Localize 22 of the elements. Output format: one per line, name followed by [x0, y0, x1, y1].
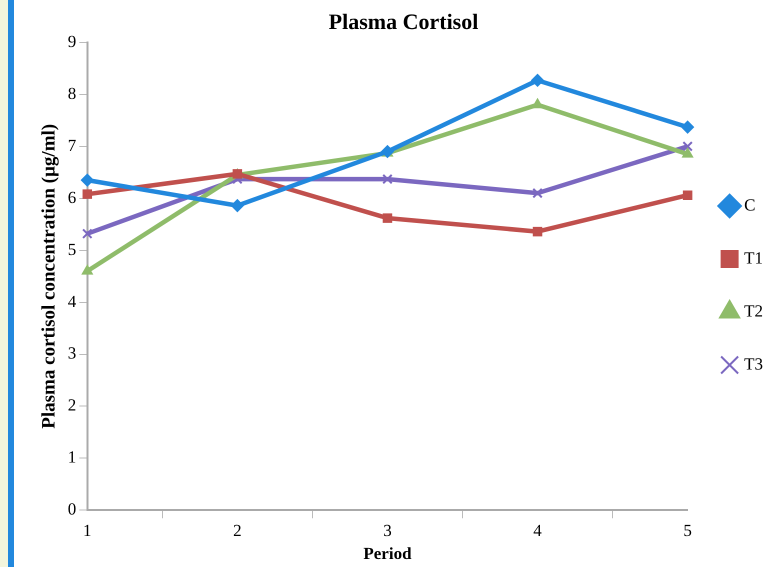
legend-label: T3 [744, 354, 764, 374]
y-tick-label: 6 [68, 188, 76, 207]
y-axis-title: Plasma cortisol concentration (µg/ml) [38, 124, 60, 429]
y-tick-label: 3 [68, 344, 76, 363]
y-tick-label: 9 [68, 32, 76, 51]
legend-label: T2 [744, 301, 764, 320]
x-tick-label: 4 [533, 520, 542, 540]
y-tick-label: 5 [68, 240, 76, 259]
chart-title: Plasma Cortisol [328, 8, 478, 34]
x-tick-label: 3 [383, 520, 392, 540]
x-tick-label: 5 [683, 520, 692, 540]
y-tick-label: 2 [68, 396, 76, 415]
x-axis-title: Period [363, 544, 412, 564]
y-tick-label: 4 [68, 292, 77, 311]
legend-label: C [744, 195, 756, 214]
y-tick-label: 0 [68, 500, 76, 519]
x-tick-label: 1 [83, 520, 92, 540]
legend-label: T1 [744, 248, 764, 268]
y-tick-label: 1 [68, 448, 76, 467]
x-tick-label: 2 [233, 520, 242, 540]
y-tick-label: 8 [68, 84, 76, 103]
y-tick-label: 7 [68, 136, 77, 155]
